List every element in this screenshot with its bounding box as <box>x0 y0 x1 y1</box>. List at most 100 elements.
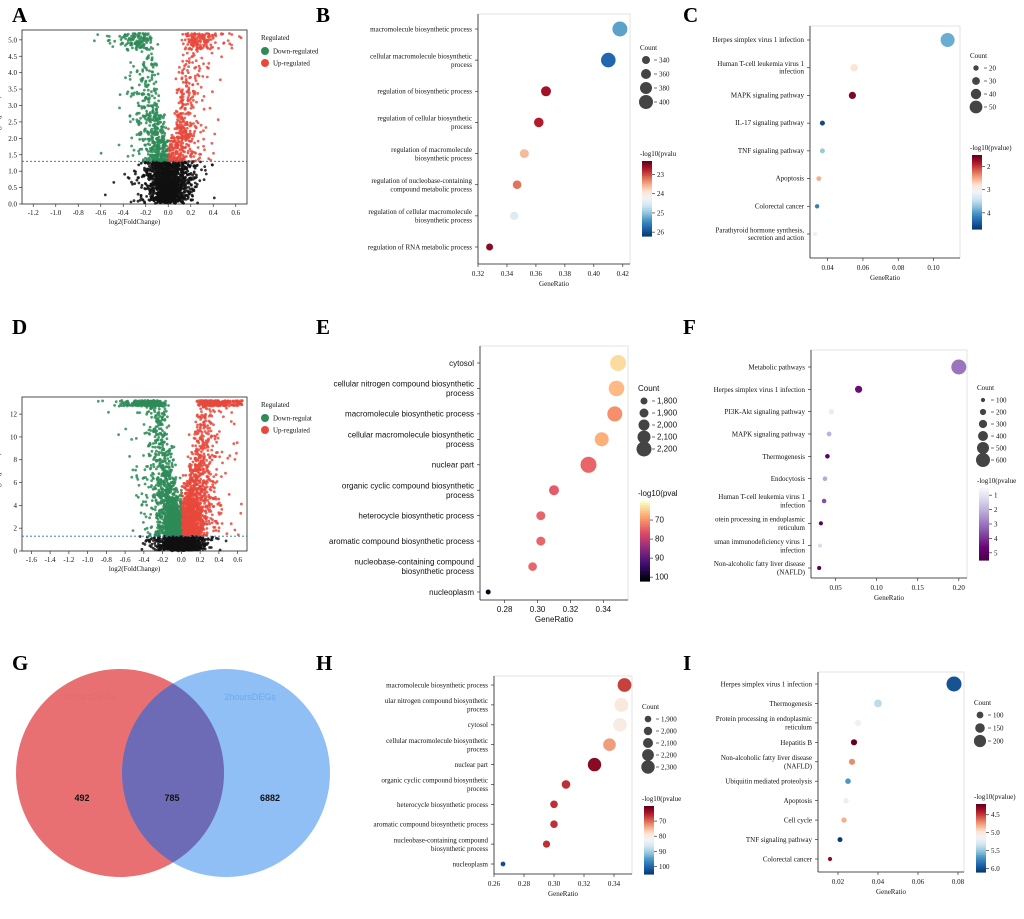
legend-title: Regulated <box>261 34 290 42</box>
volcano-point <box>156 199 160 203</box>
volcano-point <box>216 118 220 122</box>
volcano-point <box>128 74 132 78</box>
volcano-point <box>145 68 149 72</box>
volcano-point <box>146 167 150 171</box>
volcano-point <box>199 160 202 164</box>
volcano-point <box>127 37 131 41</box>
volcano-point <box>124 427 128 431</box>
volcano-point <box>207 157 211 161</box>
panel-label-G: G <box>12 651 28 675</box>
volcano-point <box>176 156 180 160</box>
volcano-point <box>157 116 161 120</box>
volcano-point <box>209 43 213 47</box>
volcano-point <box>202 137 206 141</box>
volcano-point <box>140 77 144 80</box>
volcano-point <box>159 182 162 186</box>
volcano-point <box>195 119 199 123</box>
volcano-point <box>181 141 185 145</box>
volcano-point <box>140 547 144 551</box>
volcano-point <box>151 157 155 161</box>
volcano-point <box>149 466 153 470</box>
y-tick-label: 1.0 <box>8 168 17 176</box>
volcano-point <box>131 46 134 50</box>
volcano-point <box>124 37 128 40</box>
volcano-point <box>181 153 185 157</box>
volcano-point <box>185 51 189 55</box>
volcano-point <box>146 150 150 153</box>
volcano-point <box>187 89 191 92</box>
volcano-point <box>171 191 175 195</box>
volcano-point <box>152 161 155 165</box>
volcano-point <box>191 55 194 58</box>
volcano-point <box>200 450 203 454</box>
volcano-point <box>193 181 197 185</box>
volcano-point <box>210 458 214 462</box>
volcano-point <box>150 139 154 142</box>
volcano-point <box>137 92 141 95</box>
volcano-point <box>143 468 147 472</box>
volcano-point <box>96 33 100 36</box>
volcano-point <box>149 36 153 40</box>
volcano-point <box>168 168 172 172</box>
volcano-point <box>158 520 162 524</box>
volcano-point <box>137 42 141 46</box>
volcano-point <box>150 449 154 453</box>
volcano-point <box>153 126 156 130</box>
volcano-point <box>153 73 157 77</box>
volcano-point <box>160 163 163 167</box>
volcano-point <box>141 477 145 480</box>
volcano-point <box>214 473 218 476</box>
volcano-point <box>136 101 140 105</box>
volcano-point <box>157 179 161 183</box>
volcano-point <box>184 129 188 133</box>
volcano-point <box>198 179 202 183</box>
volcano-point <box>147 100 151 104</box>
volcano-point <box>203 165 207 169</box>
volcano-point <box>142 88 146 92</box>
volcano-point <box>233 528 237 532</box>
volcano-point <box>201 33 204 36</box>
volcano-point <box>193 141 197 145</box>
volcano-point <box>130 136 134 140</box>
volcano-point <box>180 485 184 488</box>
volcano-point <box>136 176 140 180</box>
volcano-point <box>130 180 133 184</box>
volcano-point <box>186 181 190 185</box>
panel-label-A: A <box>12 3 28 27</box>
panel-label-B: B <box>316 3 330 27</box>
volcano-point <box>193 40 196 43</box>
volcano-point <box>178 197 182 201</box>
volcano-point <box>143 187 147 190</box>
volcano-point <box>150 58 154 62</box>
volcano-point <box>151 445 155 449</box>
volcano-point <box>160 200 164 204</box>
volcano-point <box>137 83 141 87</box>
volcano-point <box>177 101 181 105</box>
panel-label-C: C <box>683 3 698 27</box>
volcano-point <box>175 88 179 92</box>
volcano-point <box>201 36 205 40</box>
volcano-point <box>152 495 155 499</box>
volcano-point <box>128 114 132 117</box>
volcano-point <box>232 422 236 426</box>
volcano-point <box>117 143 121 147</box>
volcano-point <box>192 106 195 109</box>
volcano-point <box>192 177 195 181</box>
volcano-point <box>150 78 154 81</box>
volcano-point <box>167 199 171 203</box>
volcano-point <box>233 458 237 461</box>
volcano-point <box>147 152 150 156</box>
volcano-point <box>189 133 193 136</box>
volcano-point <box>171 148 175 152</box>
volcano-point <box>145 118 149 122</box>
volcano-point <box>133 42 137 45</box>
volcano-point <box>153 89 157 93</box>
x-tick-label: 0.4 <box>209 209 218 217</box>
volcano-point <box>174 109 178 113</box>
volcano-point <box>228 42 232 46</box>
volcano-point <box>218 513 221 516</box>
volcano-point <box>168 172 172 176</box>
volcano-point <box>144 80 148 84</box>
x-tick-label: -1.0 <box>50 209 62 217</box>
volcano-point <box>177 164 181 167</box>
